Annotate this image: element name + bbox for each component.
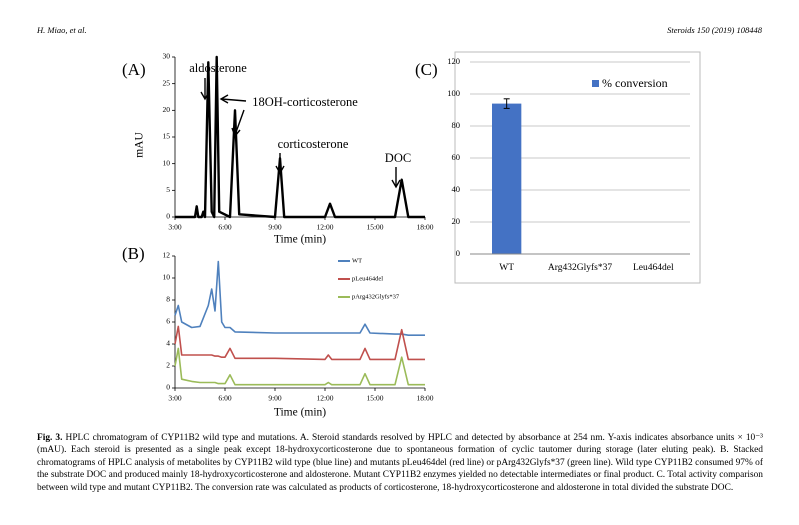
panel-c-frame [454,51,701,284]
bar [492,103,522,254]
author: H. Miao, et al. [37,25,87,35]
legend-label: WT [352,257,362,264]
x-axis-label: Time (min) [274,407,326,419]
caption: Fig. 3. HPLC chromatogram of CYP11B2 wil… [37,432,763,494]
y-tick-label: 8 [166,295,170,304]
y-tick-label: 12 [163,251,171,260]
trace [174,325,425,361]
x-tick-label: 9:00 [268,223,282,232]
x-axis-label: Time (min) [274,234,326,246]
y-tick-label: 100 [447,88,460,98]
y-tick-label: 5 [166,185,170,194]
panel-label: (B) [122,244,145,263]
x-tick-label: 6:00 [218,394,232,403]
x-tick-label: 12:00 [316,394,333,403]
y-tick-label: 30 [163,52,171,61]
x-tick-label: 12:00 [316,223,333,232]
x-tick-label: 9:00 [268,394,282,403]
arrow-head [391,179,401,189]
y-tick-label: 25 [163,78,171,87]
journal: Steroids 150 (2019) 108448 [667,25,762,35]
legend-swatch [592,80,599,87]
x-tick-label: 18:00 [416,394,433,403]
annotation: aldosterone [189,61,247,75]
y-tick-label: 20 [452,216,461,226]
y-axis-label: mAU [134,132,146,158]
y-tick-label: 40 [452,184,461,194]
legend-label: pArg432Glyfs*37 [352,293,400,300]
panel-label: (C) [415,60,438,79]
x-tick-label: 6:00 [218,223,232,232]
y-tick-label: 0 [166,383,170,392]
caption-text: HPLC chromatogram of CYP11B2 wild type a… [37,433,763,493]
y-tick-label: 80 [452,120,461,130]
y-tick-label: 2 [166,361,170,370]
trace [175,55,425,219]
panel-label: (A) [122,60,146,79]
x-tick-label: 15:00 [366,223,383,232]
x-tick-label: WT [499,263,514,273]
y-tick-label: 0 [166,212,170,221]
annotation: 18OH-corticosterone [252,95,358,109]
y-tick-label: 10 [163,158,171,167]
arrow [221,98,247,102]
y-tick-label: 4 [166,339,170,348]
trace [174,260,425,336]
annotation: corticosterone [278,137,349,151]
x-tick-label: Leu464del [633,263,674,273]
y-tick-label: 6 [166,317,170,326]
y-tick-label: 15 [163,132,171,141]
y-tick-label: 60 [452,152,461,162]
legend-label: % conversion [602,76,668,90]
annotation: DOC [385,151,411,165]
x-tick-label: 3:00 [168,223,182,232]
y-tick-label: 120 [447,56,460,66]
y-tick-label: 20 [163,105,171,114]
y-tick-label: 10 [163,273,171,282]
arrow-head [219,94,229,104]
x-tick-label: 15:00 [366,394,383,403]
x-tick-label: 18:00 [416,223,433,232]
y-tick-label: 0 [456,248,460,258]
x-tick-label: 3:00 [168,394,182,403]
trace [174,347,425,386]
legend-label: pLeu464del [352,275,383,282]
caption-label: Fig. 3. [37,433,63,443]
x-tick-label: Arg432Glyfs*37 [548,262,612,273]
